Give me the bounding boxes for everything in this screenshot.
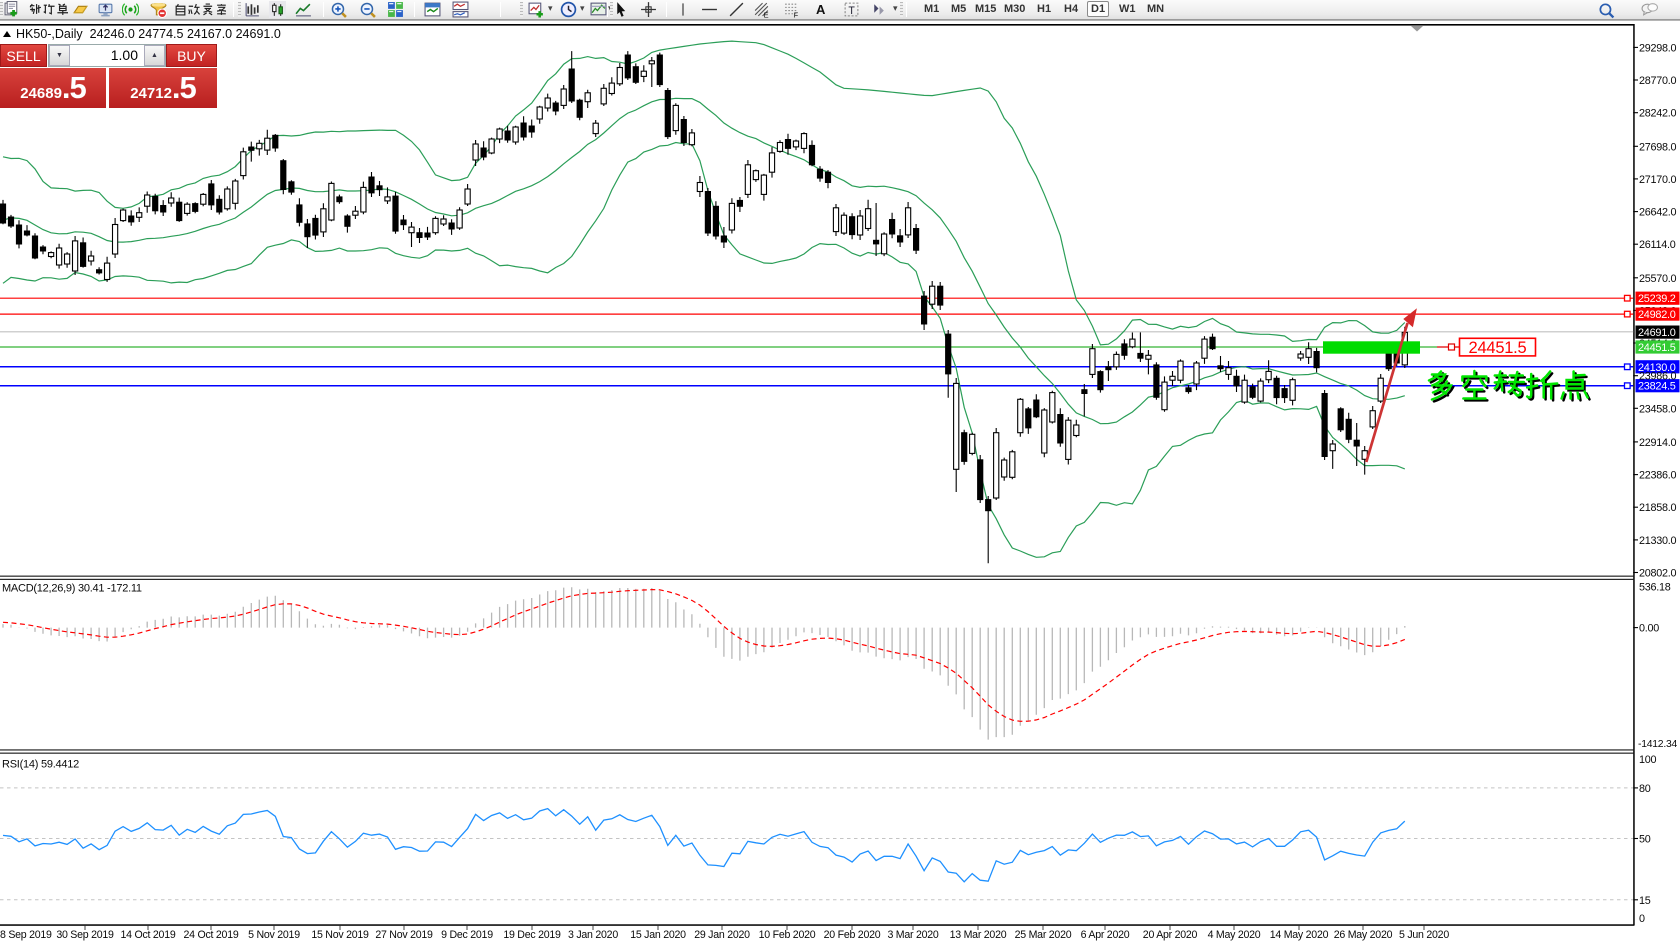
svg-text:28770.0: 28770.0: [1639, 75, 1677, 87]
svg-text:30 Sep 2019: 30 Sep 2019: [56, 929, 114, 941]
svg-text:24691.0: 24691.0: [1638, 327, 1676, 339]
svg-text:-1412.34: -1412.34: [1638, 739, 1677, 750]
svg-text:20802.0: 20802.0: [1639, 568, 1677, 580]
svg-text:24 Oct 2019: 24 Oct 2019: [184, 929, 239, 941]
svg-text:100: 100: [1639, 754, 1657, 766]
svg-text:27 Nov 2019: 27 Nov 2019: [375, 929, 433, 941]
svg-text:21330.0: 21330.0: [1639, 535, 1677, 547]
svg-text:RSI(14) 59.4412: RSI(14) 59.4412: [2, 759, 79, 771]
svg-text:F: F: [794, 10, 799, 18]
svg-text:E: E: [764, 10, 769, 18]
svg-text:21858.0: 21858.0: [1639, 502, 1677, 514]
svg-text:29 Jan 2020: 29 Jan 2020: [694, 929, 750, 941]
svg-text:24130.0: 24130.0: [1638, 362, 1676, 374]
svg-text:0: 0: [1639, 913, 1645, 925]
svg-text:26642.0: 26642.0: [1639, 207, 1677, 219]
svg-text:14 Oct 2019: 14 Oct 2019: [121, 929, 176, 941]
svg-text:26114.0: 26114.0: [1639, 239, 1676, 251]
svg-text:15 Jan 2020: 15 Jan 2020: [630, 929, 686, 941]
svg-text:22386.0: 22386.0: [1639, 470, 1677, 482]
svg-text:0.00: 0.00: [1639, 623, 1659, 635]
svg-text:5 Jun 2020: 5 Jun 2020: [1399, 929, 1449, 941]
svg-text:14 May 2020: 14 May 2020: [1270, 929, 1329, 941]
svg-text:28242.0: 28242.0: [1639, 108, 1677, 120]
svg-text:25239.2: 25239.2: [1638, 293, 1676, 305]
svg-text:24982.0: 24982.0: [1638, 309, 1676, 321]
svg-text:536.18: 536.18: [1639, 581, 1671, 593]
svg-text:MACD(12,26,9) 30.41 -172.11: MACD(12,26,9) 30.41 -172.11: [2, 583, 142, 595]
svg-text:20 Apr 2020: 20 Apr 2020: [1143, 929, 1198, 941]
svg-text:8 Sep 2019: 8 Sep 2019: [0, 929, 52, 941]
svg-text:20 Feb 2020: 20 Feb 2020: [824, 929, 881, 941]
svg-text:80: 80: [1639, 783, 1651, 795]
svg-text:25 Mar 2020: 25 Mar 2020: [1015, 929, 1072, 941]
svg-text:5 Nov 2019: 5 Nov 2019: [248, 929, 300, 941]
svg-text:24451.5: 24451.5: [1638, 342, 1676, 354]
svg-text:3 Jan 2020: 3 Jan 2020: [568, 929, 618, 941]
svg-text:4 May 2020: 4 May 2020: [1208, 929, 1261, 941]
svg-text:15: 15: [1639, 895, 1651, 907]
svg-text:23458.0: 23458.0: [1639, 403, 1677, 415]
svg-text:13 Mar 2020: 13 Mar 2020: [950, 929, 1007, 941]
svg-text:22914.0: 22914.0: [1639, 437, 1677, 449]
svg-text:T: T: [848, 5, 855, 17]
svg-text:19 Dec 2019: 19 Dec 2019: [503, 929, 561, 941]
svg-text:3 Mar 2020: 3 Mar 2020: [887, 929, 938, 941]
svg-text:15 Nov 2019: 15 Nov 2019: [311, 929, 369, 941]
svg-text:23824.5: 23824.5: [1638, 381, 1676, 393]
svg-text:25570.0: 25570.0: [1639, 273, 1677, 285]
svg-text:23986.0: 23986.0: [1639, 371, 1677, 383]
svg-text:50: 50: [1639, 834, 1651, 846]
svg-text:26 May 2020: 26 May 2020: [1334, 929, 1393, 941]
svg-text:27170.0: 27170.0: [1639, 174, 1677, 186]
svg-text:10 Feb 2020: 10 Feb 2020: [759, 929, 816, 941]
svg-text:24451.5: 24451.5: [1469, 339, 1527, 357]
svg-text:6 Apr 2020: 6 Apr 2020: [1081, 929, 1130, 941]
svg-text:9 Dec 2019: 9 Dec 2019: [441, 929, 493, 941]
svg-text:27698.0: 27698.0: [1639, 141, 1677, 153]
svg-text:29298.0: 29298.0: [1639, 42, 1677, 54]
